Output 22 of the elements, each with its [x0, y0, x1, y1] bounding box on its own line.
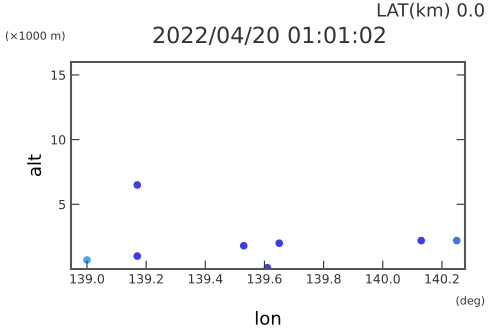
point — [133, 181, 142, 189]
point — [452, 236, 461, 244]
x-tick-label: 139.4 — [188, 274, 222, 284]
x-tick-label: 139.6 — [248, 274, 282, 284]
point — [417, 236, 426, 244]
point — [133, 252, 142, 260]
y-axis-title: alt — [27, 154, 42, 176]
y-tick-label: 10 — [52, 135, 66, 145]
x-tick-label: 139.2 — [130, 274, 163, 284]
x-tick-label: 140.2 — [425, 274, 459, 284]
y-tick-label: 5 — [59, 200, 66, 210]
point — [240, 242, 248, 250]
chart-title: 2022/04/20 01:01:02 — [154, 26, 385, 46]
y-tick-label: 15 — [52, 70, 66, 80]
text: (×1000 m) — [6, 31, 65, 42]
x-tick-label: 140.0 — [366, 274, 400, 284]
text: (deg) — [456, 296, 484, 307]
x-tick-label: 139.0 — [70, 274, 104, 284]
x-tick-label: 139.8 — [307, 274, 341, 284]
chart-subtitle: LAT(km) 0.0 — [378, 2, 484, 19]
x-axis-title: lon — [256, 310, 280, 325]
point — [275, 239, 284, 247]
